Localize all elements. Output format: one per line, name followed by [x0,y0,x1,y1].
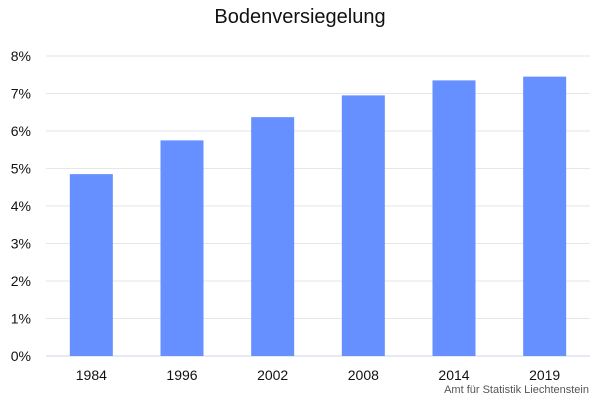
bar [341,95,385,356]
y-tick-label: 7% [11,86,31,102]
bar-series [69,76,567,356]
y-tick-label: 4% [11,198,31,214]
y-tick-label: 6% [11,123,31,139]
bar [69,174,113,356]
x-tick-label: 1984 [76,367,107,383]
y-tick-label: 2% [11,273,31,289]
source-credit: Amt für Statistik Liechtenstein [444,384,589,396]
x-tick-label: 1996 [166,367,197,383]
bar [523,76,567,356]
y-axis-ticks: 0% 1% 2% 3% 4% 5% 6% 7% 8% [11,48,31,364]
x-tick-label: 2014 [438,367,469,383]
y-tick-label: 1% [11,311,31,327]
x-tick-label: 2002 [257,367,288,383]
x-axis-ticks: 1984 1996 2002 2008 2014 2019 [76,367,561,383]
y-tick-label: 3% [11,236,31,252]
y-tick-label: 0% [11,348,31,364]
bar [432,80,476,356]
y-tick-label: 5% [11,161,31,177]
bar [251,117,295,356]
bar [160,140,204,356]
y-tick-label: 8% [11,48,31,64]
x-tick-label: 2008 [348,367,379,383]
gridlines [46,55,590,357]
chart-title: Bodenversiegelung [214,6,386,28]
x-tick-label: 2019 [529,367,560,383]
